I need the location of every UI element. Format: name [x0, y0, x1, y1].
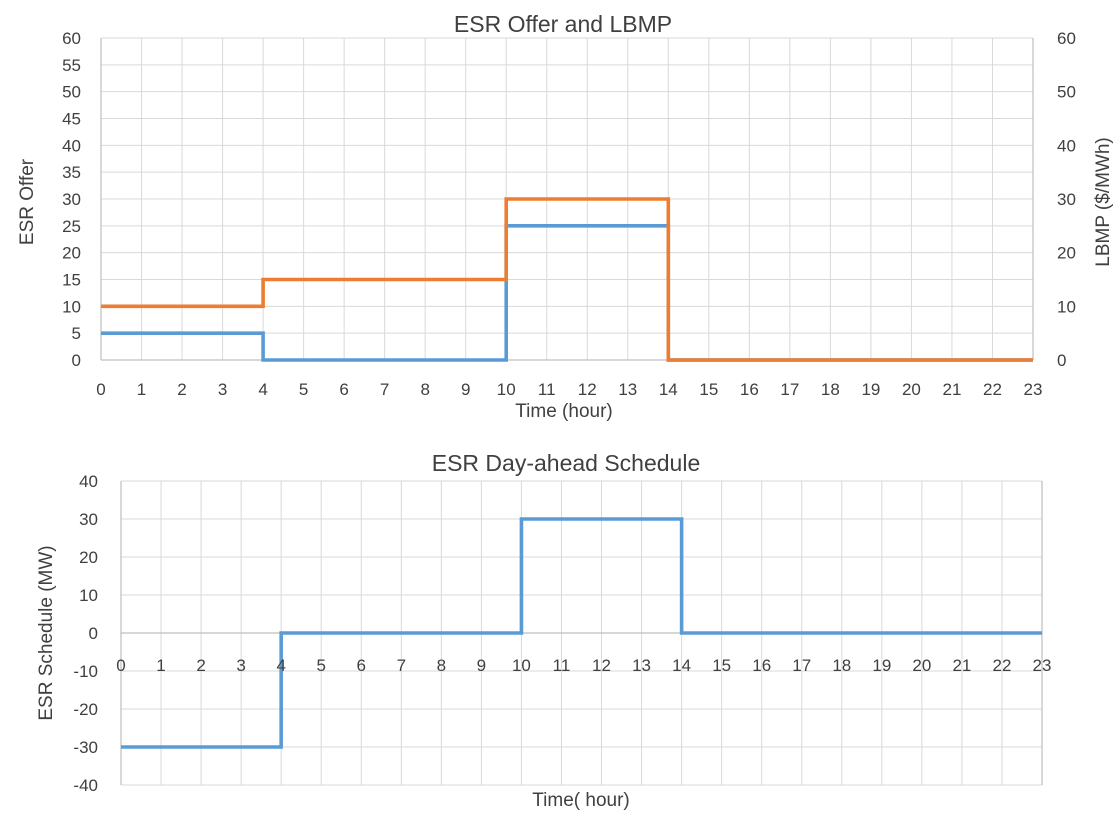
- chart1-x-tick-labels: 0 1 2 3 4 5 6 7 8 9 10 11 12 13 14 15 16 17 18 19 20 21 22 23: [96, 380, 1042, 399]
- x-tick-label: 20: [902, 380, 921, 399]
- y-tick-label: -30: [73, 738, 98, 757]
- chart2-y-axis-title: ESR Schedule (MW): [36, 545, 57, 720]
- x-tick-label: 21: [942, 380, 961, 399]
- x-tick-label: 2: [196, 656, 205, 675]
- chart2-x-axis-title: Time( hour): [532, 790, 629, 811]
- x-tick-label: 18: [832, 656, 851, 675]
- y-tick-label: 0: [89, 624, 98, 643]
- series-line-main-0: [121, 517, 1042, 749]
- chart2-series-group: [121, 517, 1042, 749]
- x-tick-label: 0: [96, 380, 105, 399]
- y-tick-label: 20: [79, 548, 98, 567]
- x-tick-label: 13: [632, 656, 651, 675]
- y-tick-label: 10: [79, 586, 98, 605]
- y-tick-label: 35: [62, 163, 81, 182]
- series-line-left-0: [101, 224, 1033, 362]
- chart1-y2-tick-labels: 0 10 20 30 40 50 60: [1057, 29, 1076, 370]
- y2-tick-label: 0: [1057, 351, 1066, 370]
- chart1-y-axis-title: ESR Offer: [17, 158, 38, 245]
- chart1-series-group: [101, 197, 1033, 362]
- y-tick-label: 30: [79, 510, 98, 529]
- y2-tick-label: 40: [1057, 136, 1076, 155]
- x-tick-label: 16: [752, 656, 771, 675]
- x-tick-label: 0: [116, 656, 125, 675]
- chart1-title: ESR Offer and LBMP: [454, 11, 672, 37]
- x-tick-label: 5: [299, 380, 308, 399]
- x-tick-label: 4: [276, 656, 285, 675]
- x-tick-label: 4: [258, 380, 267, 399]
- x-tick-label: 3: [236, 656, 245, 675]
- y-tick-label: 0: [72, 351, 81, 370]
- y-tick-label: 60: [62, 29, 81, 48]
- x-tick-label: 22: [992, 656, 1011, 675]
- x-tick-label: 19: [872, 656, 891, 675]
- x-tick-label: 11: [553, 656, 571, 675]
- x-tick-label: 23: [1033, 656, 1052, 675]
- y2-tick-label: 20: [1057, 244, 1076, 263]
- x-tick-label: 8: [437, 656, 446, 675]
- x-tick-label: 14: [672, 656, 691, 675]
- chart2-x-tick-labels: 0 1 2 3 4 5 6 7 8 9 10 11 12 13 14 15 16 17 18 19 20 21 22 23: [116, 656, 1051, 675]
- chart1-x-axis-title: Time (hour): [515, 401, 612, 422]
- y-tick-label: -20: [73, 700, 98, 719]
- x-tick-label: 8: [420, 380, 429, 399]
- x-tick-label: 7: [380, 380, 389, 399]
- x-tick-label: 14: [659, 380, 678, 399]
- x-tick-label: 9: [461, 380, 470, 399]
- x-tick-label: 2: [177, 380, 186, 399]
- x-tick-label: 1: [156, 656, 165, 675]
- x-tick-label: 12: [578, 380, 597, 399]
- y-tick-label: 50: [62, 83, 81, 102]
- x-tick-label: 9: [477, 656, 486, 675]
- chart1-y-tick-labels: 0 5 10 15 20 25 30 35 40 45 50 55 60: [62, 29, 81, 370]
- y-tick-label: -10: [73, 662, 98, 681]
- x-tick-label: 10: [512, 656, 531, 675]
- series-line-right-1: [101, 197, 1033, 362]
- y-tick-label: 20: [62, 244, 81, 263]
- chart1-y2-axis-title: LBMP ($/MWh): [1093, 137, 1114, 267]
- x-tick-label: 17: [792, 656, 811, 675]
- x-tick-label: 6: [339, 380, 348, 399]
- x-tick-label: 5: [316, 656, 325, 675]
- y-tick-label: 55: [62, 56, 81, 75]
- x-tick-label: 17: [780, 380, 799, 399]
- chart-esr-offer-lbmp: ESR Offer and LBMP 0 1 2 3 4 5 6 7 8 9 10 11 12 13 14 1…: [17, 11, 1114, 422]
- x-tick-label: 19: [861, 380, 880, 399]
- x-tick-label: 13: [618, 380, 637, 399]
- x-tick-label: 1: [137, 380, 146, 399]
- y-tick-label: 5: [72, 324, 81, 343]
- y-tick-label: 25: [62, 217, 81, 236]
- chart2-title: ESR Day-ahead Schedule: [432, 450, 701, 476]
- x-tick-label: 7: [397, 656, 406, 675]
- y2-tick-label: 60: [1057, 29, 1076, 48]
- y2-tick-label: 30: [1057, 190, 1076, 209]
- x-tick-label: 10: [497, 380, 516, 399]
- x-tick-label: 3: [218, 380, 227, 399]
- x-tick-label: 16: [740, 380, 759, 399]
- x-tick-label: 20: [912, 656, 931, 675]
- y-tick-label: 40: [79, 472, 98, 491]
- x-tick-label: 21: [952, 656, 971, 675]
- y2-tick-label: 50: [1057, 83, 1076, 102]
- x-tick-label: 18: [821, 380, 840, 399]
- y-tick-label: 10: [62, 297, 81, 316]
- x-tick-label: 15: [712, 656, 731, 675]
- y-tick-label: -40: [73, 776, 98, 795]
- x-tick-label: 23: [1024, 380, 1043, 399]
- x-tick-label: 11: [538, 380, 556, 399]
- y2-tick-label: 10: [1057, 297, 1076, 316]
- x-tick-label: 15: [699, 380, 718, 399]
- y-tick-label: 15: [62, 271, 81, 290]
- chart2-y-tick-labels: -40 -30 -20 -10 0 10 20 30 40: [73, 472, 98, 795]
- x-tick-label: 22: [983, 380, 1002, 399]
- y-tick-label: 40: [62, 136, 81, 155]
- x-tick-label: 6: [357, 656, 366, 675]
- chart-esr-day-ahead-schedule: ESR Day-ahead Schedule 0 1 2 3 4 5 6 7 8 9 10 11 12 1…: [36, 450, 1051, 811]
- y-tick-label: 30: [62, 190, 81, 209]
- y-tick-label: 45: [62, 110, 81, 129]
- x-tick-label: 12: [592, 656, 611, 675]
